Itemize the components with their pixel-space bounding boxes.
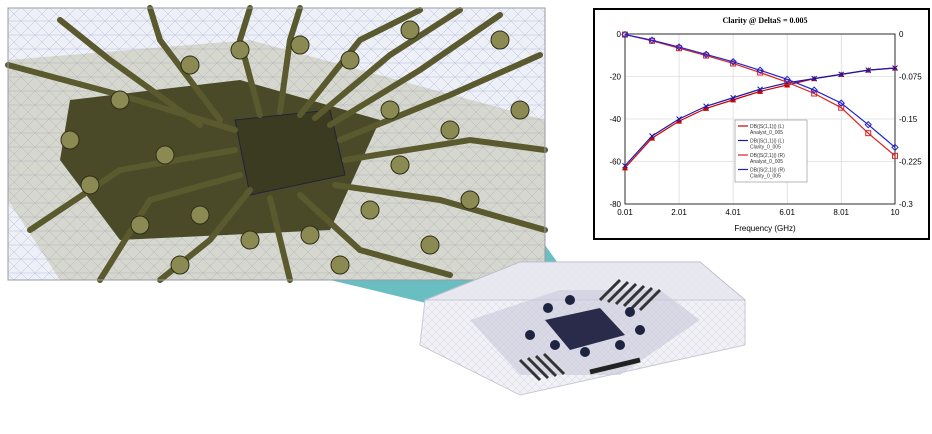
data-point bbox=[892, 152, 898, 159]
data-point bbox=[621, 30, 629, 39]
data-point bbox=[676, 118, 683, 124]
x-tick-label: 0.01 bbox=[617, 208, 633, 217]
chart-axes: 0.01 2.01 4.01 6.01 8.01 10 0 -20 -40 -60 -80 0 -0.0… bbox=[609, 30, 922, 217]
data-point bbox=[676, 116, 682, 122]
y-tick-label: -60 bbox=[609, 158, 621, 167]
data-point bbox=[757, 88, 764, 94]
data-point bbox=[810, 86, 818, 94]
data-point bbox=[865, 130, 872, 137]
data-point bbox=[649, 135, 656, 141]
legend-entry-source: Clarity_0_005 bbox=[750, 145, 781, 151]
legend-entry-name: DB(|S(1,1)|) (L) bbox=[750, 139, 784, 145]
data-point bbox=[622, 164, 628, 171]
legend-entry-source: Clarity_0_005 bbox=[750, 174, 781, 180]
data-point bbox=[811, 90, 818, 97]
data-point bbox=[891, 143, 899, 152]
data-point bbox=[864, 120, 872, 129]
y2-tick-label: 0 bbox=[899, 30, 904, 39]
data-point bbox=[811, 75, 818, 82]
data-point bbox=[730, 94, 736, 101]
y-tick-label: -20 bbox=[609, 73, 621, 82]
data-point bbox=[865, 67, 872, 73]
data-point bbox=[703, 105, 710, 111]
y2-tick-label: -0.225 bbox=[899, 158, 922, 167]
plot-area-border bbox=[624, 33, 896, 205]
series-line-2 bbox=[624, 33, 896, 157]
data-point bbox=[730, 96, 737, 103]
y-tick-label: -40 bbox=[609, 115, 621, 124]
x-tick-label: 10 bbox=[891, 208, 900, 217]
legend-entry-name: DB(|S(2,1)|) (R) bbox=[750, 153, 785, 159]
data-point bbox=[648, 36, 656, 44]
data-point bbox=[675, 43, 683, 51]
y2-tick-label: -0.15 bbox=[899, 115, 918, 124]
y-tick-label: -80 bbox=[609, 200, 621, 209]
series-line-3 bbox=[624, 33, 896, 148]
chart-series bbox=[621, 30, 899, 171]
data-point bbox=[783, 75, 791, 84]
x-tick-label: 2.01 bbox=[671, 208, 687, 217]
chart-title: Clarity @ DeltaS = 0.005 bbox=[722, 16, 807, 25]
data-point bbox=[756, 66, 764, 74]
data-point bbox=[729, 58, 737, 66]
chart-svg: Clarity @ DeltaS = 0.005 0.01 2.01 4.01 6.0… bbox=[609, 16, 922, 233]
y2-tick-label: -0.3 bbox=[899, 200, 913, 209]
legend-entry-source: Analyst_0_005 bbox=[750, 159, 783, 165]
x-axis-label: Frequency (GHz) bbox=[734, 224, 796, 233]
legend-entry-source: Analyst_0_005 bbox=[750, 130, 783, 136]
data-point bbox=[838, 104, 845, 111]
chart-legend: DB(|S(1,1)|) (L)Analyst_0_005DB(|S(1,1)|… bbox=[734, 119, 808, 183]
data-point bbox=[837, 99, 845, 107]
data-point bbox=[703, 103, 709, 110]
data-point bbox=[622, 162, 628, 169]
data-point bbox=[892, 65, 898, 71]
legend-entry-name: DB(|S(1,1)|) (L) bbox=[750, 124, 784, 130]
data-point bbox=[730, 60, 737, 67]
data-point bbox=[757, 86, 763, 93]
package-3d-model bbox=[419, 261, 747, 396]
x-tick-label: 8.01 bbox=[833, 208, 849, 217]
data-point bbox=[649, 133, 655, 139]
pcb-closeup-view bbox=[5, 5, 548, 283]
legend-box bbox=[734, 119, 808, 183]
s-parameter-chart: Clarity @ DeltaS = 0.005 0.01 2.01 4.01 6.0… bbox=[593, 8, 930, 240]
y-tick-label: 0 bbox=[617, 30, 622, 39]
y2-tick-label: -0.075 bbox=[899, 73, 922, 82]
data-point bbox=[702, 50, 710, 59]
legend-entry-name: DB(|S(2,1)|) (R) bbox=[750, 168, 785, 174]
data-point bbox=[838, 71, 845, 78]
x-tick-label: 6.01 bbox=[779, 208, 795, 217]
x-tick-label: 4.01 bbox=[725, 208, 741, 217]
